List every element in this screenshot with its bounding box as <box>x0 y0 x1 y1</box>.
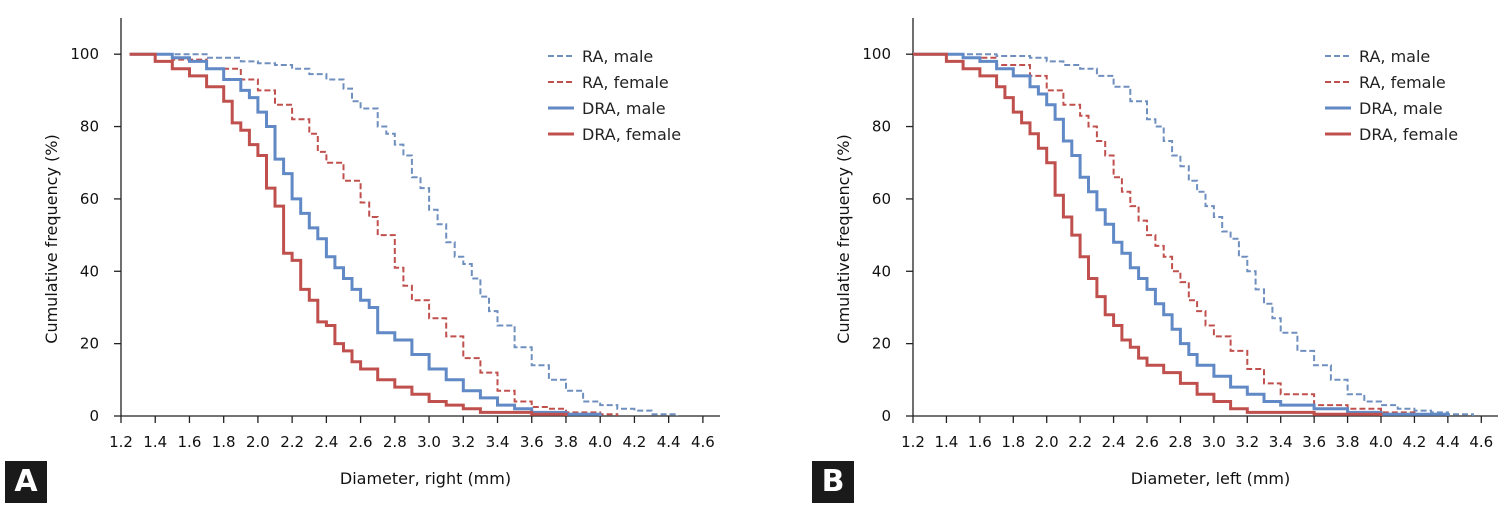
y-tick-label: 20 <box>80 335 99 353</box>
y-tick-label: 60 <box>872 190 891 208</box>
chart-b: 1.2 1.4 1.6 1.8 2.0 2.2 2.4 2.6 2.8 3.0 3.2 3.4 3.6 3… <box>834 18 1498 488</box>
x-tick-label: 1.8 <box>212 433 236 451</box>
x-tick-label: 3.6 <box>520 433 544 451</box>
y-tick-label: 100 <box>862 45 891 63</box>
series-line-dra-male <box>129 52 602 416</box>
x-tick-label: 2.6 <box>1135 433 1159 451</box>
legend-label: DRA, male <box>582 99 666 118</box>
panel-b: 1.2 1.4 1.6 1.8 2.0 2.2 2.4 2.6 2.8 3.0 3.2 3.4 3.6 3… <box>790 0 1508 506</box>
y-tick-label: 40 <box>80 262 99 280</box>
legend-label: DRA, female <box>1359 125 1458 144</box>
x-tick-label: 3.6 <box>1302 433 1326 451</box>
panel-a-badge: A <box>5 461 47 503</box>
legend-label: DRA, male <box>1359 99 1443 118</box>
legend-label: RA, female <box>582 73 669 92</box>
x-tick-label: 2.8 <box>383 433 407 451</box>
x-tick-label: 2.8 <box>1168 433 1192 451</box>
x-tick-label: 1.2 <box>901 433 925 451</box>
x-tick-label: 1.4 <box>143 433 167 451</box>
x-tick-label: 1.6 <box>968 433 992 451</box>
x-tick-label: 3.2 <box>451 433 475 451</box>
x-tick-label: 1.4 <box>934 433 958 451</box>
y-tick-label: 20 <box>872 335 891 353</box>
panel-a: 1.2 1.4 1.6 1.8 2.0 2.2 2.4 2.6 2.8 3.0 3.2 3.4 3.6 3… <box>0 0 740 506</box>
x-tick-label: 3.4 <box>1269 433 1293 451</box>
x-tick-label: 4.6 <box>1469 433 1493 451</box>
series-line-ra-male <box>129 53 679 416</box>
legend-label: DRA, female <box>582 125 681 144</box>
x-tick-label: 4.6 <box>691 433 715 451</box>
x-tick-label: 4.0 <box>588 433 612 451</box>
series-line-ra-female <box>129 53 619 416</box>
y-tick-label: 80 <box>872 118 891 136</box>
x-tick-label: 1.6 <box>178 433 202 451</box>
x-tick-label: 4.4 <box>657 433 681 451</box>
x-tick-label: 1.2 <box>109 433 133 451</box>
legend-label: RA, female <box>1359 73 1446 92</box>
legend-label: RA, male <box>1359 47 1430 66</box>
y-tick-label: 0 <box>881 407 891 425</box>
y-tick-label: 60 <box>80 190 99 208</box>
x-tick-label: 3.8 <box>1336 433 1360 451</box>
x-tick-label: 3.2 <box>1235 433 1259 451</box>
x-axis-label: Diameter, left (mm) <box>1131 469 1291 488</box>
x-tick-label: 4.2 <box>622 433 646 451</box>
x-tick-label: 1.8 <box>1001 433 1025 451</box>
series-line-ra-male <box>913 53 1474 416</box>
y-axis-label: Cumulative frequency (%) <box>834 134 853 343</box>
x-tick-label: 2.2 <box>280 433 304 451</box>
x-tick-label: 3.0 <box>1202 433 1226 451</box>
series-line-ra-female <box>913 53 1449 416</box>
x-tick-label: 3.0 <box>417 433 441 451</box>
y-tick-label: 0 <box>89 407 99 425</box>
x-tick-label: 2.6 <box>349 433 373 451</box>
series-line-dra-female <box>913 52 1383 416</box>
x-tick-label: 2.0 <box>246 433 270 451</box>
x-tick-label: 4.4 <box>1436 433 1460 451</box>
x-tick-label: 2.2 <box>1068 433 1092 451</box>
x-tick-label: 3.8 <box>554 433 578 451</box>
panel-b-badge: B <box>812 461 854 503</box>
x-tick-label: 2.4 <box>314 433 338 451</box>
series-line-dra-female <box>129 52 568 416</box>
y-axis-label: Cumulative frequency (%) <box>42 134 61 343</box>
legend-label: RA, male <box>582 47 653 66</box>
x-tick-label: 2.4 <box>1102 433 1126 451</box>
x-tick-label: 4.2 <box>1402 433 1426 451</box>
y-tick-label: 100 <box>70 45 99 63</box>
x-tick-label: 4.0 <box>1369 433 1393 451</box>
y-tick-label: 80 <box>80 118 99 136</box>
x-tick-label: 2.0 <box>1035 433 1059 451</box>
y-tick-label: 40 <box>872 262 891 280</box>
chart-a: 1.2 1.4 1.6 1.8 2.0 2.2 2.4 2.6 2.8 3.0 3.2 3.4 3.6 3… <box>42 18 720 488</box>
x-tick-label: 3.4 <box>486 433 510 451</box>
x-axis-label: Diameter, right (mm) <box>340 469 511 488</box>
series-line-dra-male <box>913 52 1450 416</box>
